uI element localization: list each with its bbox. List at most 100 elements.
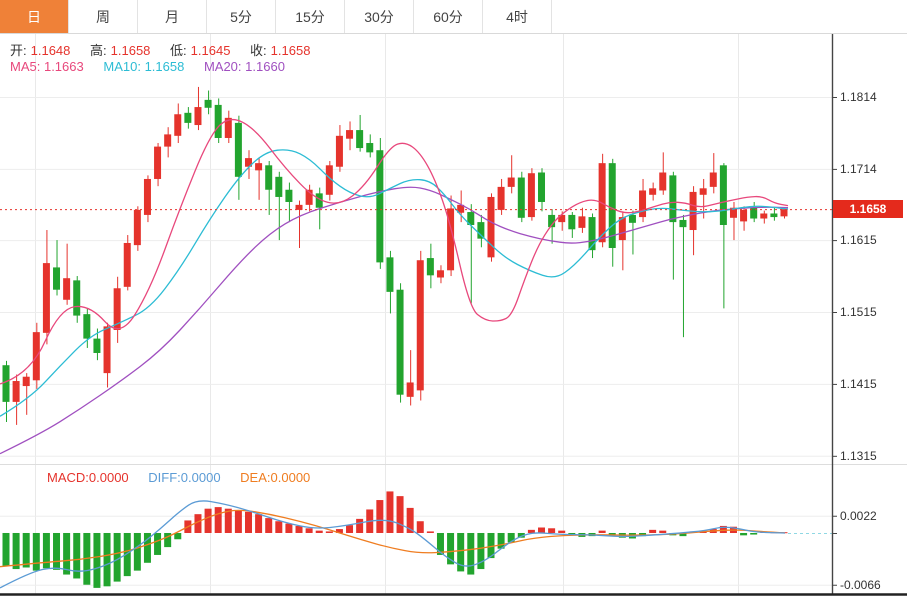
dea-label: DEA: xyxy=(240,470,271,485)
axis-tick-label: -0.0066 xyxy=(840,577,881,592)
open-label: 开: xyxy=(10,43,27,58)
close-value: 1.1658 xyxy=(270,43,311,58)
candle-body xyxy=(376,150,384,263)
candle-body xyxy=(204,99,212,108)
tab-timeframe-2[interactable]: 周 xyxy=(69,0,138,33)
candle-body xyxy=(103,326,111,374)
candle-body xyxy=(22,376,30,387)
candle-body xyxy=(224,117,232,138)
candle-body xyxy=(487,196,495,258)
candle-body xyxy=(285,189,293,202)
macd-bar xyxy=(133,532,141,571)
candle-body xyxy=(538,172,546,202)
macd-bar xyxy=(376,500,384,533)
candle-body xyxy=(42,263,50,333)
macd-bar xyxy=(527,529,535,533)
macd-bar xyxy=(53,532,61,570)
macd-bar xyxy=(457,532,465,572)
candle-body xyxy=(406,382,414,397)
macd-label: MACD: xyxy=(47,470,89,485)
macd-bar xyxy=(295,525,303,533)
macd-bar xyxy=(42,532,50,569)
macd-bar xyxy=(679,532,687,537)
candle-body xyxy=(467,212,475,225)
macd-bar xyxy=(346,525,354,533)
macd-bar xyxy=(265,518,273,533)
macd-bar xyxy=(659,530,667,533)
macd-bar xyxy=(305,528,313,533)
macd-bar xyxy=(103,532,111,587)
candle-body xyxy=(608,163,616,248)
candle-body xyxy=(426,258,434,276)
axis-tick-label: 1.1315 xyxy=(840,448,877,463)
tab-timeframe-5[interactable]: 15分 xyxy=(276,0,345,33)
candle-body xyxy=(194,107,202,126)
axis-tick-label: 0.0022 xyxy=(840,508,877,523)
candle-body xyxy=(214,104,222,138)
diff-line xyxy=(0,500,786,589)
macd-bar xyxy=(719,525,727,533)
macd-bar xyxy=(386,491,394,533)
macd-bar xyxy=(22,532,30,568)
candle-body xyxy=(63,278,71,300)
candle-body xyxy=(517,177,525,218)
high-value: 1.1658 xyxy=(110,43,151,58)
tab-timeframe-3[interactable]: 月 xyxy=(138,0,207,33)
candle-body xyxy=(497,186,505,210)
ma20-value: 1.1660 xyxy=(245,59,285,74)
candle-body xyxy=(709,172,717,187)
candle-body xyxy=(719,165,727,225)
macd-bar xyxy=(93,532,101,588)
macd-bar xyxy=(497,532,505,549)
candle-body xyxy=(356,130,364,149)
macd-bar xyxy=(406,507,414,533)
open-value: 1.1648 xyxy=(30,43,71,58)
candle-body xyxy=(73,280,81,316)
ma5-value: 1.1663 xyxy=(43,59,84,74)
candle-body xyxy=(760,213,768,219)
candle-body xyxy=(679,219,687,228)
candle-body xyxy=(295,204,303,210)
macd-bar xyxy=(204,508,212,533)
candle-body xyxy=(315,193,323,208)
macd-bar xyxy=(123,532,131,577)
axis-tick-label: 1.1415 xyxy=(840,376,877,391)
tab-timeframe-1[interactable]: 日 xyxy=(0,0,69,33)
macd-bar xyxy=(740,532,748,536)
candle-body xyxy=(174,114,182,136)
macd-bar xyxy=(608,532,616,536)
ma5-line xyxy=(0,118,789,385)
diff-label: DIFF: xyxy=(148,470,181,485)
diff-value: 0.0000 xyxy=(180,470,221,485)
macd-bar xyxy=(113,532,121,582)
last-price-badge: 1.1658 xyxy=(833,200,903,219)
ohlc-legend: 开: 1.1648 高: 1.1658 低: 1.1645 收: 1.1658 xyxy=(10,40,310,59)
macd-bar xyxy=(275,521,283,533)
candle-body xyxy=(578,216,586,228)
ma-legend: MA5: 1.1663 MA10: 1.1658 MA20: 1.1660 xyxy=(10,59,285,74)
candle-body xyxy=(750,207,758,219)
low-value: 1.1645 xyxy=(190,43,231,58)
candle-body xyxy=(780,209,788,217)
ma10-line xyxy=(0,149,789,417)
candle-body xyxy=(184,112,192,123)
macd-bar xyxy=(194,514,202,533)
macd-bar xyxy=(285,523,293,533)
macd-bar xyxy=(174,532,182,540)
axis-tick-label: 1.1714 xyxy=(840,161,877,176)
macd-bar xyxy=(73,532,81,579)
candle-body xyxy=(366,143,374,153)
tab-timeframe-7[interactable]: 60分 xyxy=(414,0,483,33)
tab-timeframe-8[interactable]: 4时 xyxy=(483,0,552,33)
candle-body xyxy=(305,189,313,205)
tab-timeframe-4[interactable]: 5分 xyxy=(207,0,276,33)
tab-timeframe-6[interactable]: 30分 xyxy=(345,0,414,33)
candle-body xyxy=(699,188,707,195)
candle-body xyxy=(588,217,596,251)
candle-body xyxy=(133,209,141,246)
macd-bar xyxy=(649,529,657,533)
ma10-value: 1.1658 xyxy=(144,59,185,74)
macd-bar xyxy=(396,496,404,533)
candle-body xyxy=(265,165,273,190)
